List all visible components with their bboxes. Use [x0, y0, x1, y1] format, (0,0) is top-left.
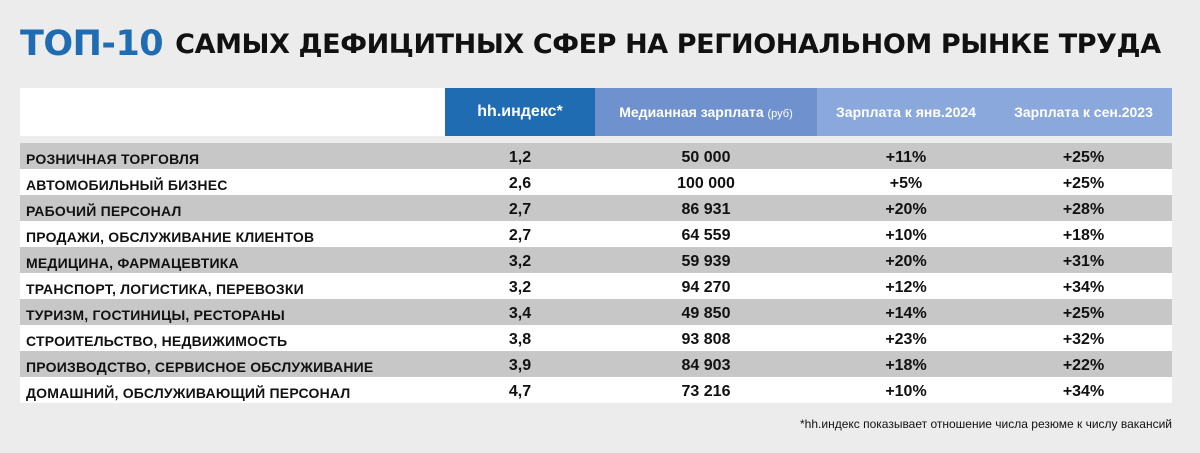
header-median-salary-label: Медианная зарплата — [619, 104, 764, 120]
cell-vs-sep2023: +34% — [995, 273, 1172, 299]
cell-vs-sep2023: +25% — [995, 299, 1172, 325]
cell-vs-sep2023: +34% — [995, 377, 1172, 403]
cell-hh-index: 3,8 — [445, 325, 595, 351]
table-row: ПРОИЗВОДСТВО, СЕРВИСНОЕ ОБСЛУЖИВАНИЕ 3,9 8… — [20, 351, 1172, 377]
header-median-salary: Медианная зарплата (руб) — [595, 88, 817, 136]
cell-hh-index: 3,2 — [445, 247, 595, 273]
cell-hh-index: 1,2 — [445, 143, 595, 169]
cell-category: РОЗНИЧНАЯ ТОРГОВЛЯ — [20, 143, 445, 169]
header-median-salary-unit: (руб) — [767, 108, 793, 120]
cell-median-salary: 86 931 — [595, 195, 817, 221]
cell-median-salary: 49 850 — [595, 299, 817, 325]
cell-hh-index: 2,6 — [445, 169, 595, 195]
cell-hh-index: 2,7 — [445, 221, 595, 247]
cell-hh-index: 3,9 — [445, 351, 595, 377]
cell-vs-jan2024: +10% — [817, 221, 995, 247]
table-row: СТРОИТЕЛЬСТВО, НЕДВИЖИМОСТЬ 3,8 93 808 +23%… — [20, 325, 1172, 351]
cell-category: ДОМАШНИЙ, ОБСЛУЖИВАЮЩИЙ ПЕРСОНАЛ — [20, 377, 445, 403]
cell-hh-index: 2,7 — [445, 195, 595, 221]
cell-hh-index: 3,2 — [445, 273, 595, 299]
cell-hh-index: 4,7 — [445, 377, 595, 403]
cell-median-salary: 64 559 — [595, 221, 817, 247]
cell-vs-sep2023: +32% — [995, 325, 1172, 351]
table-row: ДОМАШНИЙ, ОБСЛУЖИВАЮЩИЙ ПЕРСОНАЛ 4,7 73 21… — [20, 377, 1172, 403]
cell-vs-sep2023: +28% — [995, 195, 1172, 221]
table-body: РОЗНИЧНАЯ ТОРГОВЛЯ 1,2 50 000 +11% +25% АВТОМ… — [20, 143, 1172, 403]
cell-median-salary: 73 216 — [595, 377, 817, 403]
cell-vs-sep2023: +31% — [995, 247, 1172, 273]
cell-vs-sep2023: +22% — [995, 351, 1172, 377]
cell-vs-jan2024: +12% — [817, 273, 995, 299]
cell-vs-jan2024: +18% — [817, 351, 995, 377]
table-row: РОЗНИЧНАЯ ТОРГОВЛЯ 1,2 50 000 +11% +25% — [20, 143, 1172, 169]
cell-category: ПРОДАЖИ, ОБСЛУЖИВАНИЕ КЛИЕНТОВ — [20, 221, 445, 247]
cell-median-salary: 84 903 — [595, 351, 817, 377]
table-header: hh.индекс* Медианная зарплата (руб) Зарп… — [20, 88, 1172, 143]
page-title: ТОП-10 САМЫХ ДЕФИЦИТНЫХ СФЕР НА РЕГИОНАЛ… — [20, 22, 1161, 66]
header-salary-vs-jan2024: Зарплата к янв.2024 — [817, 88, 995, 136]
cell-median-salary: 59 939 — [595, 247, 817, 273]
cell-vs-sep2023: +25% — [995, 143, 1172, 169]
cell-category: МЕДИЦИНА, ФАРМАЦЕВТИКА — [20, 247, 445, 273]
cell-vs-jan2024: +10% — [817, 377, 995, 403]
cell-median-salary: 94 270 — [595, 273, 817, 299]
table-row: ТРАНСПОРТ, ЛОГИСТИКА, ПЕРЕВОЗКИ 3,2 94 270… — [20, 273, 1172, 299]
cell-category: РАБОЧИЙ ПЕРСОНАЛ — [20, 195, 445, 221]
table-row: АВТОМОБИЛЬНЫЙ БИЗНЕС 2,6 100 000 +5% +25% — [20, 169, 1172, 195]
cell-hh-index: 3,4 — [445, 299, 595, 325]
cell-median-salary: 50 000 — [595, 143, 817, 169]
salary-table: hh.индекс* Медианная зарплата (руб) Зарп… — [20, 88, 1172, 403]
table-row: РАБОЧИЙ ПЕРСОНАЛ 2,7 86 931 +20% +28% — [20, 195, 1172, 221]
cell-vs-jan2024: +14% — [817, 299, 995, 325]
footnote: *hh.индекс показывает отношение числа ре… — [800, 417, 1172, 431]
cell-vs-sep2023: +25% — [995, 169, 1172, 195]
header-spacer — [20, 136, 1172, 143]
cell-vs-jan2024: +20% — [817, 195, 995, 221]
cell-median-salary: 93 808 — [595, 325, 817, 351]
title-text: САМЫХ ДЕФИЦИТНЫХ СФЕР НА РЕГИОНАЛЬНОМ РЫ… — [175, 28, 1161, 60]
cell-vs-sep2023: +18% — [995, 221, 1172, 247]
cell-category: СТРОИТЕЛЬСТВО, НЕДВИЖИМОСТЬ — [20, 325, 445, 351]
cell-vs-jan2024: +20% — [817, 247, 995, 273]
table-row: ПРОДАЖИ, ОБСЛУЖИВАНИЕ КЛИЕНТОВ 2,7 64 559 +… — [20, 221, 1172, 247]
header-hh-index: hh.индекс* — [445, 88, 595, 136]
cell-vs-jan2024: +5% — [817, 169, 995, 195]
cell-vs-jan2024: +23% — [817, 325, 995, 351]
cell-median-salary: 100 000 — [595, 169, 817, 195]
table-row: ТУРИЗМ, ГОСТИНИЦЫ, РЕСТОРАНЫ 3,4 49 850 +14… — [20, 299, 1172, 325]
cell-category: ТУРИЗМ, ГОСТИНИЦЫ, РЕСТОРАНЫ — [20, 299, 445, 325]
cell-category: ТРАНСПОРТ, ЛОГИСТИКА, ПЕРЕВОЗКИ — [20, 273, 445, 299]
header-salary-vs-sep2023: Зарплата к сен.2023 — [995, 88, 1172, 136]
cell-vs-jan2024: +11% — [817, 143, 995, 169]
header-category — [20, 88, 445, 136]
header-row: hh.индекс* Медианная зарплата (руб) Зарп… — [20, 88, 1172, 136]
table-row: МЕДИЦИНА, ФАРМАЦЕВТИКА 3,2 59 939 +20% +31% — [20, 247, 1172, 273]
cell-category: АВТОМОБИЛЬНЫЙ БИЗНЕС — [20, 169, 445, 195]
cell-category: ПРОИЗВОДСТВО, СЕРВИСНОЕ ОБСЛУЖИВАНИЕ — [20, 351, 445, 377]
title-accent: ТОП-10 — [20, 24, 164, 64]
